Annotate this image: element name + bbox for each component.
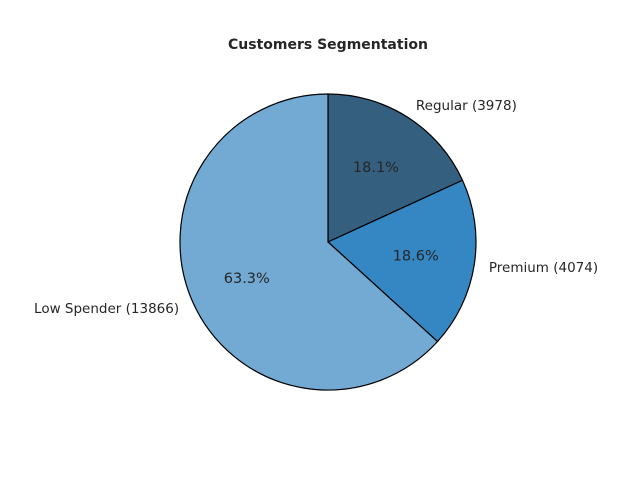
slice-category-label: Premium (4074): [489, 260, 598, 276]
chart-title: Customers Segmentation: [228, 37, 428, 53]
pie-slice: [179, 93, 439, 391]
pie-slice: [327, 93, 464, 243]
slice-category-label: Regular (3978): [416, 98, 517, 114]
slice-percent-label: 18.1%: [353, 160, 399, 176]
slice-percent-label: 63.3%: [224, 271, 270, 287]
pie-slices: [179, 93, 477, 391]
pie-labels: 18.1% Regular (3978) 18.6% Premium (4074) 63…: [34, 98, 598, 317]
slice-percent-label: 18.6%: [393, 249, 439, 265]
pie-slice: [326, 179, 477, 343]
slice-category-label: Low Spender (13866): [34, 301, 179, 317]
